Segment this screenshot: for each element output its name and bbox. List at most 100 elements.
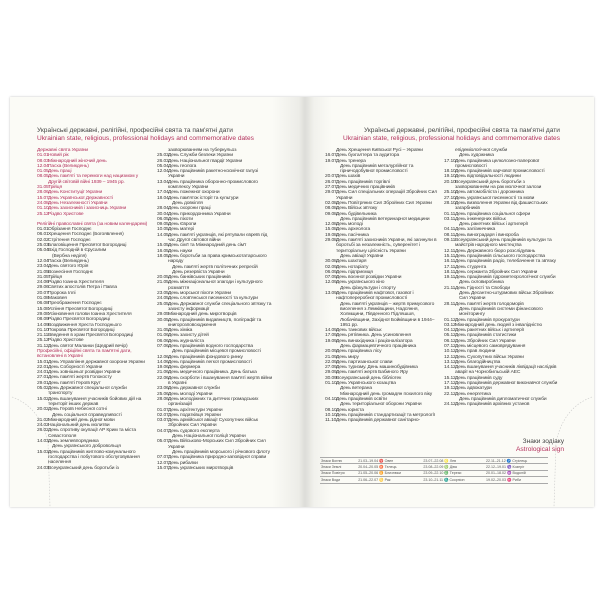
calendar-entry: 24.12 День працівників архівних установ [444, 402, 560, 407]
entry-text: День виноградаря і винороба [455, 233, 560, 238]
entry-line: Пророка Іллі [48, 290, 76, 296]
entry-date: 06.08 [37, 301, 49, 307]
calendar-entry: 29.05 Міжнародний день миротворців [157, 312, 275, 317]
entry-date: 21.09 [325, 354, 337, 360]
entry-line: День адвокатури [455, 386, 492, 392]
entry-line: День працівників харчової промисловості [455, 169, 545, 175]
calendar-entry: 20.07 День шахів [325, 174, 440, 179]
entry-line: День працівника соціальної сфери [455, 211, 531, 217]
entry-date: 14.03 [37, 439, 49, 445]
entry-line: День Державної спеціальної служби трансп… [48, 386, 127, 397]
entry-text: День молоді [336, 222, 440, 227]
entry-date: 13.12 [444, 359, 456, 365]
entry-date: 28.11 [444, 301, 456, 307]
calendar-entry: 15.02 День вшанування учасників бойових д… [37, 397, 151, 408]
entry-line: День інженерних військ [455, 216, 506, 222]
entry-date: 16.07 [325, 153, 337, 159]
entry-line: День пам'яті українців, які рятували євр… [168, 232, 268, 244]
entry-line: День миру [336, 354, 359, 360]
entry-date: 27.09 [325, 365, 337, 371]
title-english: Ukrainian state, religious, professional… [343, 135, 560, 142]
calendar-entry: 12.08 День молоді [325, 222, 440, 227]
entry-date: 13.04 [157, 179, 169, 185]
calendar-entry: 07.07 День працівника природно-заповідної… [157, 455, 275, 460]
calendar-entry: 15.07 День українських миротворців [157, 466, 275, 471]
calendar-entry: 02.07 День податківця України [157, 413, 275, 418]
entry-line: День працівників дипломатичної служби [459, 396, 547, 402]
entry-text: Міжнародний жіночий день [48, 159, 151, 164]
entry-line: Пасха (Великдень) [48, 163, 89, 169]
entry-line: Преображення Господнє [48, 301, 102, 307]
entry-line: День студента [455, 264, 487, 270]
entry-line: Вознесіння Господнє [48, 269, 94, 275]
entry-text: День миру [336, 355, 440, 360]
entry-text: День боротьби за права кримськотатарсько… [168, 254, 275, 275]
entry-line: День працівника природно-заповідної спра… [168, 455, 267, 461]
calendar-entry: 31.05 День хіміка [157, 328, 275, 333]
calendar-entry: 08.08 День Військ зв'язку [325, 206, 440, 211]
entry-line: День автомобіліста і дорожника [455, 190, 524, 196]
entry-text: День армійської авіації Сухопутних війсь… [168, 418, 275, 429]
calendar-entry: 18.10 День працівників харчової промислов… [444, 169, 560, 174]
entry-date: 14.09 [37, 322, 49, 328]
zodiac-title-ukrainian: Знаки зодіаку [522, 438, 564, 445]
entry-date: 18.04 [157, 195, 169, 201]
entry-text: Покрова Пресвятої Богородиці [48, 328, 151, 333]
entry-line: День пам'яті жертв політичних репресій [172, 264, 258, 270]
entry-date: 18.05 [157, 253, 169, 259]
entry-line: (Вербна неділя) [52, 253, 87, 259]
entry-date: 05.07 [157, 439, 169, 445]
calendar-entry: 01.01 Новий рік [37, 153, 151, 158]
calendar-entry: 28.06 День Конституції України [37, 190, 151, 195]
entry-date: 19.12 [444, 386, 456, 392]
entry-date: 25.10 [444, 190, 456, 196]
calendar-entry: 27.07 День медичних працівників [325, 185, 440, 190]
entry-date: 24.12 [444, 402, 456, 408]
entry-text: День юриста [336, 408, 440, 413]
entry-line: День охорони праці [168, 206, 211, 212]
entry-date: 30.09 [325, 375, 337, 381]
entry-date: 18.11 [444, 269, 456, 275]
entry-line: День молодіжних та дитячих громадських о… [168, 396, 259, 408]
entry-text: Міжнародний день людей з інвалідністю [455, 323, 560, 328]
entry-line: День Управління державної охорони Україн… [48, 359, 145, 365]
calendar-entry: 10.12 День прав людини [444, 349, 560, 354]
entry-date: 04.12 [444, 328, 456, 334]
entry-line: День спротиву окупації АР Крим та міста … [48, 428, 136, 439]
entry-text: День працівників державної виконавчої сл… [455, 381, 560, 386]
calendar-entry: 22.09 День партизанської слави [325, 360, 440, 365]
entry-line: День святої Маланки (Щедрий вечір) [48, 343, 128, 349]
entry-text: Успіння Пресвятої Богородиці [48, 307, 151, 312]
entry-text: День благодійництва [455, 360, 560, 365]
entry-text: День молодіжних та дитячих громадських о… [168, 397, 275, 408]
section-heading: Релігійні православні свята (за новим ка… [37, 221, 148, 227]
calendar-entry: 12.04 Пасха (Великдень) [37, 164, 151, 169]
calendar-entry: 10.10 День працівників стандартизації та … [325, 413, 440, 418]
entry-date: 13.09 [325, 291, 337, 297]
calendar-entry: 22.01 День Соборності України [37, 365, 151, 370]
calendar-entry: 30.04 День прикордонника України [157, 212, 275, 217]
entry-line: День захисників і захисниць України [48, 206, 127, 212]
entry-date: 27.07 [325, 185, 337, 191]
entry-text: Різдво Іоанна Хрестителя [48, 280, 151, 285]
entry-date: 31.12 [37, 343, 49, 349]
entry-line: День працівників видавництв, поліграфії … [168, 317, 262, 328]
calendar-entry: 13.12 День благодійництва [444, 360, 560, 365]
calendar-entry: 07.12 День місцевого самоврядування [444, 344, 560, 349]
zodiac-table: Знаки Вогню 21.03–19.04 ♈ Овен 23.07–22.08… [320, 456, 548, 484]
book-gutter-shadow [272, 97, 332, 507]
entry-text: Пасха (Великдень) [48, 164, 151, 169]
entry-date: 29.07 [325, 190, 337, 196]
entry-text: День Конституції України [48, 190, 151, 195]
entry-date: 09.11 [444, 238, 456, 244]
entry-text: День українських миротворців [168, 466, 275, 471]
calendar-entry: 15.08 Успіння Пресвятої Богородиці [37, 307, 151, 312]
left-page-column-1: Державні свята України 01.01 Новий рік 08.0… [37, 148, 151, 471]
page-corner-decoration [11, 396, 593, 507]
entry-text: День воєнної розвідки України [336, 275, 440, 280]
calendar-entry: 09.05 День Європи [157, 222, 275, 227]
entry-date: 17.12 [444, 381, 456, 387]
calendar-entry: 24.05 День слов'янської писемності та кул… [157, 296, 275, 301]
entry-date: 12.12 [444, 354, 456, 360]
entry-text: День Військово-Морських Сил Збройних Сил… [168, 439, 275, 455]
